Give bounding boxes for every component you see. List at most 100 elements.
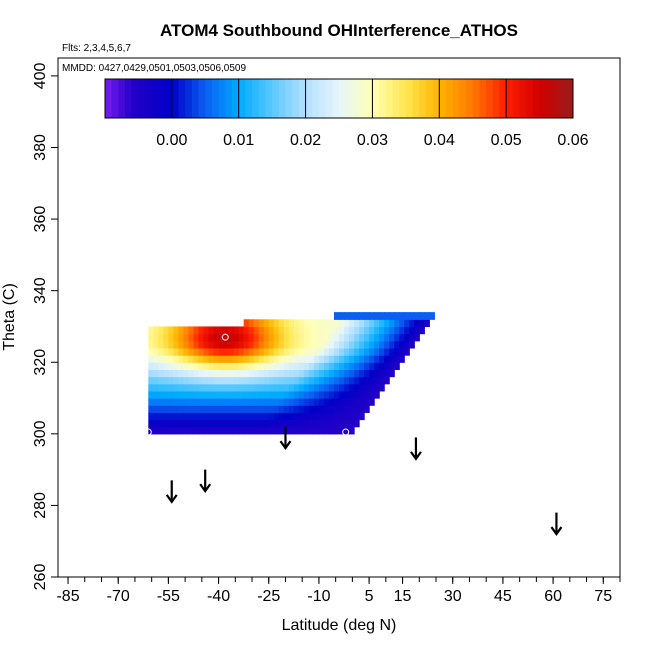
heatmap-cell	[308, 390, 315, 399]
heatmap-cell	[323, 362, 330, 370]
heatmap-cell	[384, 376, 390, 385]
heatmap-cell	[333, 412, 340, 421]
heatmap-cell	[228, 347, 235, 356]
colorbar-swatch	[105, 79, 113, 118]
heatmap-cell	[248, 419, 255, 428]
heatmap-cell	[258, 405, 265, 413]
heatmap-cell	[243, 347, 250, 356]
heatmap-cell	[303, 340, 310, 349]
heatmap-cell	[148, 383, 154, 392]
heatmap-cell	[303, 412, 310, 421]
heatmap-cell	[344, 376, 350, 385]
heatmap-cell	[293, 333, 300, 342]
heatmap-cell	[238, 355, 245, 363]
heatmap-cell	[258, 347, 265, 356]
colorbar-swatch	[211, 79, 220, 118]
heatmap-cell	[273, 355, 280, 363]
heatmap-cell	[323, 333, 330, 342]
heatmap-cell	[218, 390, 225, 399]
sample-marker	[342, 428, 350, 436]
heatmap-cell	[394, 340, 400, 349]
heatmap-cell	[263, 390, 270, 399]
colorbar-swatch	[232, 79, 240, 118]
colorbar-swatch	[191, 79, 200, 118]
heatmap-cell	[203, 362, 210, 370]
heatmap-cell	[148, 405, 154, 413]
heatmap-cell	[253, 347, 260, 356]
heatmap-cell	[339, 419, 345, 428]
colorbar-swatch	[492, 79, 500, 118]
x-tick-label: 75	[594, 588, 612, 605]
heatmap-cell	[419, 326, 425, 335]
heatmap-cell	[258, 355, 265, 363]
heatmap-cell	[318, 383, 325, 392]
colorbar-swatch	[318, 79, 327, 118]
heatmap-cell	[333, 347, 340, 356]
heatmap-cell	[333, 398, 340, 406]
heatmap-cell	[248, 326, 255, 335]
heatmap-cell	[153, 419, 159, 428]
heatmap-cell	[298, 362, 305, 370]
heatmap-cell	[148, 419, 154, 428]
heatmap-cell	[213, 390, 220, 399]
heatmap-cell	[318, 333, 325, 342]
colorbar-tick-label: 0.01	[223, 132, 254, 149]
colorbar-swatch	[345, 79, 353, 118]
heatmap-cell	[173, 369, 180, 378]
heatmap-cell	[333, 390, 340, 399]
heatmap-cell	[283, 376, 290, 385]
heatmap-cell	[399, 355, 405, 363]
heatmap-cell	[384, 355, 390, 363]
heatmap-cell	[364, 376, 370, 385]
heatmap-cell	[243, 369, 250, 378]
heatmap-cell	[188, 390, 195, 399]
colorbar-swatch	[546, 79, 554, 118]
heatmap-cell	[404, 319, 410, 328]
heatmap-cell	[258, 398, 265, 406]
heatmap-cell	[374, 369, 380, 378]
heatmap-cell	[313, 319, 320, 328]
colorbar-swatch	[218, 79, 226, 118]
heatmap-cell	[349, 333, 355, 342]
heatmap-cell	[349, 376, 355, 385]
heatmap-cell	[354, 326, 360, 335]
heatmap-cell	[313, 347, 320, 356]
heatmap-cell	[168, 326, 175, 335]
heatmap-cell	[404, 347, 410, 356]
heatmap-cell	[178, 419, 185, 428]
heatmap-cell	[354, 419, 360, 428]
heatmap-cell	[308, 340, 315, 349]
colorbar-swatch	[238, 79, 246, 118]
heatmap-cell	[344, 426, 350, 435]
colorbar-tick-label: 0.02	[290, 132, 321, 149]
heatmap-cell	[414, 326, 420, 335]
heatmap-cell	[228, 419, 235, 428]
x-tick-label: -10	[307, 588, 330, 605]
heatmap-cell	[233, 333, 240, 342]
heatmap-cell	[158, 398, 164, 406]
colorbar-swatch	[158, 79, 166, 118]
heatmap-cell	[339, 326, 345, 335]
heatmap-cell	[394, 319, 400, 328]
heatmap-cell	[258, 419, 265, 428]
heatmap-cell	[328, 319, 335, 328]
heatmap-cell	[173, 390, 180, 399]
heatmap-cell	[273, 426, 280, 435]
heatmap-cell	[303, 319, 310, 328]
heatmap-cell	[354, 355, 360, 363]
heatmap-cell	[384, 312, 390, 320]
heatmap-cell	[339, 340, 345, 349]
heatmap-cell	[178, 376, 185, 385]
colorbar-swatch	[459, 79, 467, 118]
heatmap-cell	[148, 412, 154, 421]
heatmap-cell	[344, 333, 350, 342]
heatmap-cell	[233, 405, 240, 413]
heatmap-cell	[323, 369, 330, 378]
heatmap-cell	[359, 398, 365, 406]
heatmap-cell	[374, 333, 380, 342]
heatmap-cell	[303, 369, 310, 378]
heatmap-cell	[238, 369, 245, 378]
y-tick-label: 280	[32, 492, 49, 519]
colorbar-tick-label: 0.04	[424, 132, 455, 149]
heatmap-cell	[364, 319, 370, 328]
